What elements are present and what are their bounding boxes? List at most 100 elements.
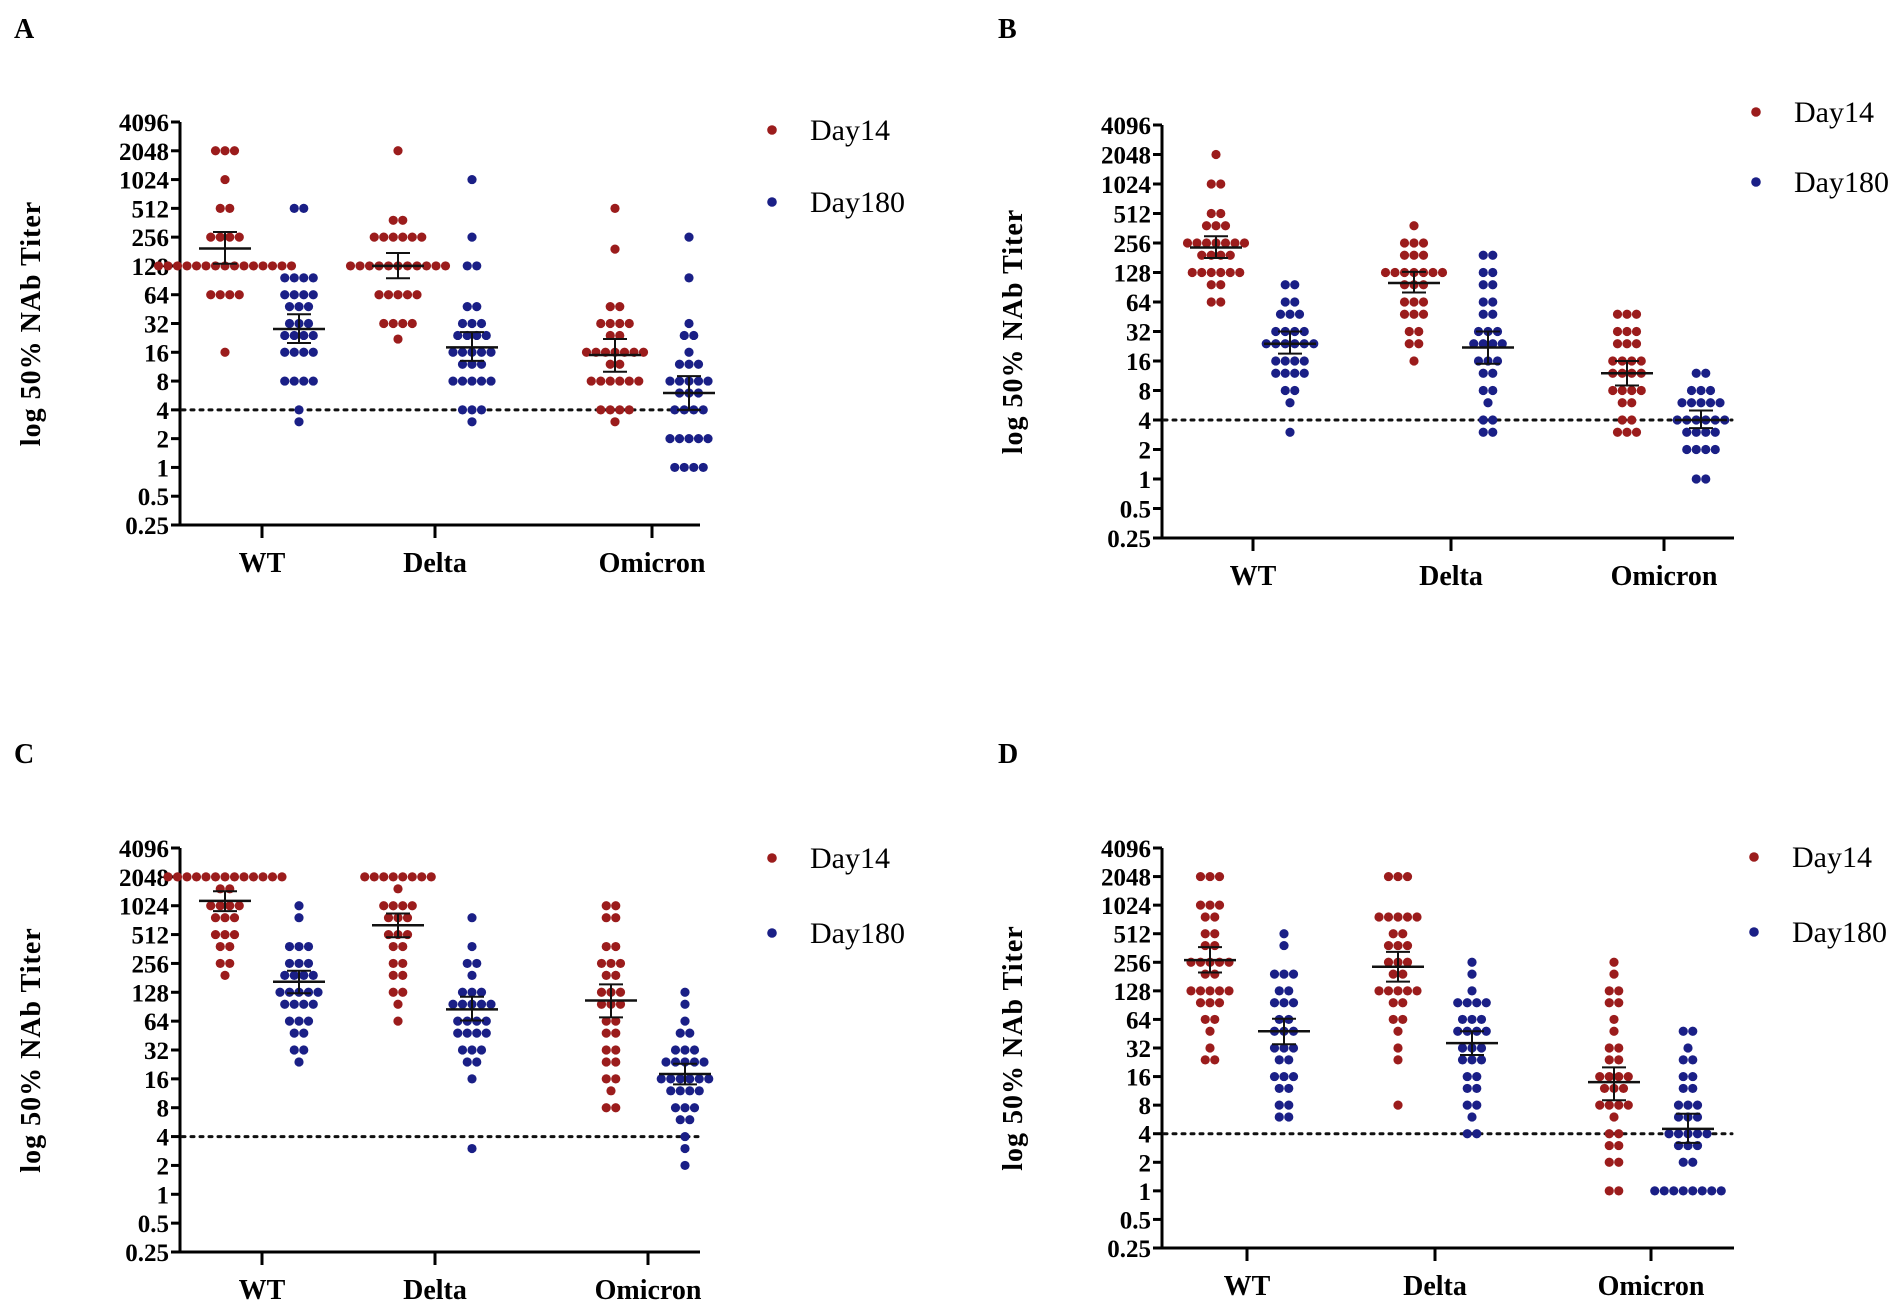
y-tick-label: 4096	[119, 110, 169, 137]
y-tick-label: 1024	[1101, 172, 1152, 199]
point-day14	[398, 232, 408, 242]
point-day14	[611, 970, 621, 981]
point-day14	[1604, 1140, 1614, 1151]
point-day180	[1664, 1129, 1674, 1139]
point-day14	[615, 405, 625, 415]
point-day14	[1614, 1157, 1624, 1167]
point-day180	[299, 970, 309, 981]
point-day180	[703, 434, 713, 444]
point-day180	[1274, 1100, 1284, 1110]
y-tick-label: 2	[1139, 438, 1152, 465]
point-day14	[1617, 415, 1627, 425]
point-day14	[1220, 238, 1231, 248]
point-day180	[1478, 250, 1488, 260]
point-day14	[1205, 871, 1215, 882]
point-day14	[1216, 297, 1226, 307]
point-day180	[1669, 1186, 1679, 1196]
point-day180	[1467, 1055, 1477, 1065]
point-day180	[299, 999, 309, 1009]
point-day180	[1488, 339, 1498, 349]
point-day14	[1200, 1055, 1210, 1065]
point-day14	[1195, 900, 1206, 910]
point-day180	[1472, 1071, 1482, 1082]
point-day14	[398, 318, 408, 329]
point-day14	[267, 261, 278, 271]
point-day14	[1200, 1014, 1210, 1025]
point-day180	[1696, 385, 1706, 396]
y-tick-label: 64	[1126, 290, 1152, 317]
point-day14	[1220, 221, 1231, 231]
point-day180	[289, 347, 299, 357]
point-day180	[1707, 1186, 1717, 1196]
y-tick-label: 128	[132, 980, 170, 1007]
point-day14	[402, 290, 413, 300]
point-day14	[596, 405, 606, 415]
point-day180	[1462, 1083, 1472, 1094]
y-tick-label: 8	[157, 1096, 170, 1123]
point-day14	[611, 1103, 621, 1113]
point-day180	[457, 318, 468, 329]
point-day14	[1195, 986, 1206, 996]
x-tick-label: Delta	[403, 548, 467, 579]
point-day14	[229, 913, 240, 923]
point-day14	[1201, 221, 1212, 231]
point-day180	[670, 405, 680, 415]
legend-label-day14: Day14	[810, 114, 890, 147]
point-day180	[467, 417, 477, 427]
point-day180	[694, 1074, 704, 1084]
point-day180	[294, 913, 304, 923]
point-day180	[1299, 326, 1309, 337]
point-day180	[675, 1086, 685, 1096]
x-tick-label: WT	[239, 548, 286, 579]
point-day180	[476, 359, 487, 369]
point-day14	[1399, 309, 1410, 319]
point-day14	[388, 941, 398, 952]
point-day180	[476, 1045, 487, 1055]
point-day180	[289, 376, 299, 386]
point-day180	[308, 273, 318, 283]
y-tick-label: 1	[157, 1182, 170, 1209]
point-day180	[284, 1016, 295, 1026]
point-day14	[1393, 940, 1403, 951]
point-day14	[398, 872, 408, 882]
point-day14	[596, 376, 606, 386]
point-day180	[448, 347, 458, 357]
point-day180	[457, 999, 468, 1009]
point-day180	[472, 1057, 482, 1067]
point-day180	[1478, 309, 1488, 319]
point-day180	[1269, 1071, 1280, 1082]
point-day14	[1399, 238, 1410, 248]
point-day180	[1481, 1026, 1491, 1036]
point-day180	[1467, 957, 1477, 967]
point-day14	[1609, 1014, 1619, 1025]
point-day14	[1627, 385, 1637, 396]
point-day14	[601, 913, 611, 923]
point-day180	[656, 1074, 666, 1084]
point-day14	[412, 290, 422, 300]
point-day180	[1284, 1055, 1294, 1065]
point-day14	[229, 872, 240, 882]
point-day14	[388, 232, 398, 242]
y-tick-label: 128	[1114, 261, 1152, 288]
y-tick-label: 128	[1114, 979, 1152, 1006]
point-day14	[1187, 267, 1197, 278]
point-day180	[684, 347, 694, 357]
point-day14	[634, 376, 644, 386]
point-day14	[1393, 1100, 1403, 1110]
point-day180	[1705, 385, 1716, 396]
point-day180	[679, 462, 689, 473]
point-day180	[308, 999, 318, 1009]
point-day14	[615, 376, 625, 386]
point-day14	[1195, 998, 1206, 1008]
point-day180	[289, 1028, 299, 1038]
point-day180	[680, 1160, 690, 1171]
point-day14	[1205, 1026, 1215, 1036]
point-day14	[1393, 1026, 1403, 1036]
point-day180	[1488, 415, 1498, 425]
point-day180	[674, 434, 685, 444]
point-day14	[1206, 267, 1216, 278]
y-tick-label: 256	[132, 225, 170, 252]
point-day180	[1678, 1083, 1688, 1094]
